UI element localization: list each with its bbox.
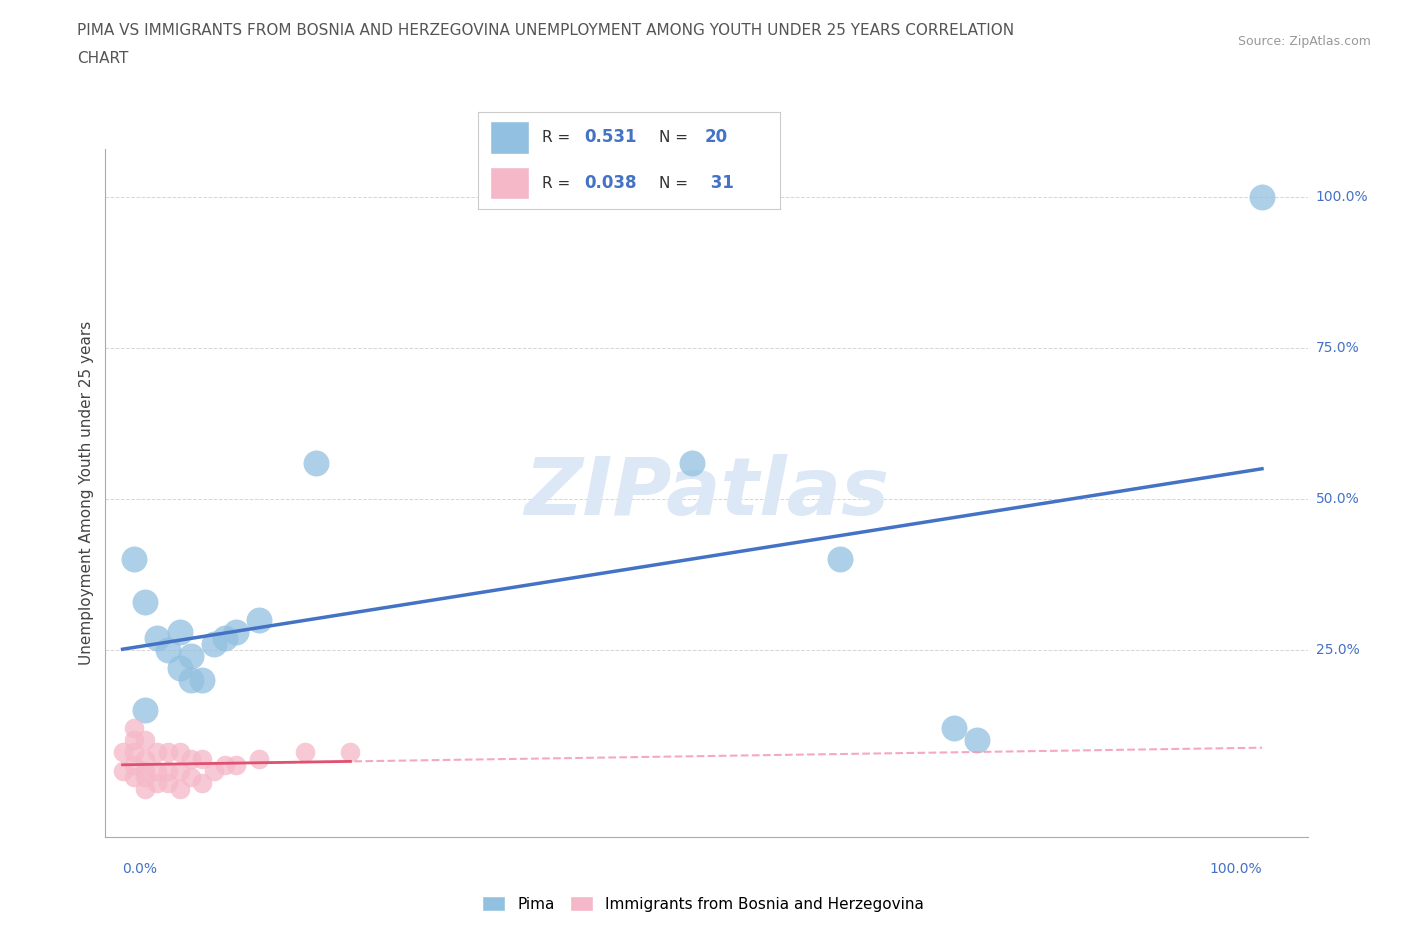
- Bar: [491, 122, 530, 153]
- Point: [247, 751, 270, 766]
- Point: [202, 636, 225, 651]
- Point: [943, 721, 966, 736]
- Point: [225, 757, 247, 772]
- Point: [180, 769, 202, 784]
- Point: [122, 733, 145, 748]
- Point: [157, 745, 180, 760]
- Text: 0.0%: 0.0%: [122, 862, 157, 876]
- Point: [122, 551, 145, 566]
- Point: [830, 551, 852, 566]
- Point: [122, 721, 145, 736]
- Point: [134, 781, 156, 796]
- Point: [966, 733, 988, 748]
- Point: [134, 764, 156, 778]
- Point: [169, 624, 191, 639]
- Point: [214, 757, 236, 772]
- Point: [180, 648, 202, 663]
- Text: R =: R =: [541, 176, 575, 191]
- Point: [134, 733, 156, 748]
- Point: [681, 456, 703, 471]
- Text: CHART: CHART: [77, 51, 129, 66]
- Point: [191, 776, 214, 790]
- Point: [202, 764, 225, 778]
- Text: N =: N =: [659, 176, 693, 191]
- Point: [191, 672, 214, 687]
- Point: [169, 781, 191, 796]
- Point: [122, 769, 145, 784]
- Point: [339, 745, 361, 760]
- Point: [180, 672, 202, 687]
- Point: [180, 751, 202, 766]
- Point: [111, 745, 134, 760]
- Point: [145, 776, 167, 790]
- Point: [305, 456, 328, 471]
- Point: [145, 764, 167, 778]
- Text: N =: N =: [659, 130, 693, 145]
- Point: [247, 612, 270, 627]
- Point: [122, 757, 145, 772]
- Point: [122, 745, 145, 760]
- Legend: Pima, Immigrants from Bosnia and Herzegovina: Pima, Immigrants from Bosnia and Herzego…: [477, 889, 929, 918]
- Text: 100.0%: 100.0%: [1209, 862, 1263, 876]
- Point: [145, 745, 167, 760]
- Point: [157, 643, 180, 658]
- Y-axis label: Unemployment Among Youth under 25 years: Unemployment Among Youth under 25 years: [79, 321, 94, 665]
- Text: R =: R =: [541, 130, 575, 145]
- Point: [1251, 190, 1274, 205]
- Point: [134, 703, 156, 718]
- Point: [157, 776, 180, 790]
- Point: [214, 631, 236, 645]
- Point: [169, 660, 191, 675]
- Point: [145, 631, 167, 645]
- Point: [134, 594, 156, 609]
- Point: [169, 745, 191, 760]
- Text: 100.0%: 100.0%: [1316, 190, 1368, 204]
- Point: [157, 764, 180, 778]
- Point: [134, 769, 156, 784]
- Point: [134, 751, 156, 766]
- Point: [191, 751, 214, 766]
- Point: [294, 745, 316, 760]
- Point: [169, 764, 191, 778]
- Text: PIMA VS IMMIGRANTS FROM BOSNIA AND HERZEGOVINA UNEMPLOYMENT AMONG YOUTH UNDER 25: PIMA VS IMMIGRANTS FROM BOSNIA AND HERZE…: [77, 23, 1015, 38]
- Point: [111, 764, 134, 778]
- Text: 25.0%: 25.0%: [1316, 643, 1360, 657]
- Text: 50.0%: 50.0%: [1316, 492, 1360, 506]
- Text: 0.531: 0.531: [583, 128, 637, 147]
- Bar: [491, 167, 530, 200]
- Text: Source: ZipAtlas.com: Source: ZipAtlas.com: [1237, 35, 1371, 48]
- Point: [225, 624, 247, 639]
- Text: 75.0%: 75.0%: [1316, 341, 1360, 355]
- Text: 31: 31: [704, 174, 734, 193]
- Text: 20: 20: [704, 128, 728, 147]
- Text: ZIPatlas: ZIPatlas: [524, 454, 889, 532]
- Text: 0.038: 0.038: [583, 174, 637, 193]
